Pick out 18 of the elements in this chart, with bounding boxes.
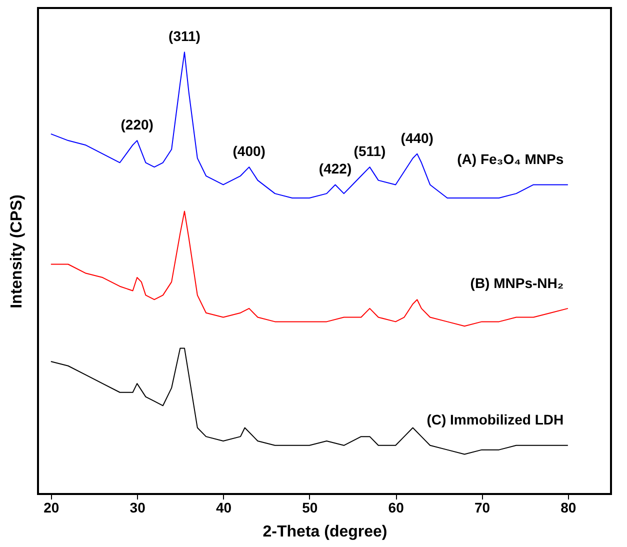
x-tick-label: 40: [216, 500, 232, 516]
x-tick-label: 20: [44, 500, 60, 516]
annotation: (440): [400, 130, 434, 146]
y-axis-title: Intensity (CPS): [8, 194, 26, 308]
x-tick-label: 70: [474, 500, 490, 516]
series-label: (C) Immobilized LDH: [426, 412, 564, 428]
x-tick-label: 50: [302, 500, 318, 516]
annotation: (220): [120, 116, 154, 133]
x-tick-label: 80: [560, 500, 576, 516]
x-tick-label: 60: [388, 500, 404, 516]
x-axis-title: 2-Theta (degree): [262, 524, 388, 540]
series-label: (A) Fe₃O₄ MNPs: [457, 151, 564, 168]
x-tick-label: 30: [130, 500, 146, 516]
series-label: (B) MNPs-NH₂: [470, 274, 564, 291]
annotation: (311): [168, 28, 200, 44]
annotation: (511): [354, 143, 386, 160]
annotation: (400): [232, 143, 266, 160]
annotation: (422): [318, 160, 352, 177]
